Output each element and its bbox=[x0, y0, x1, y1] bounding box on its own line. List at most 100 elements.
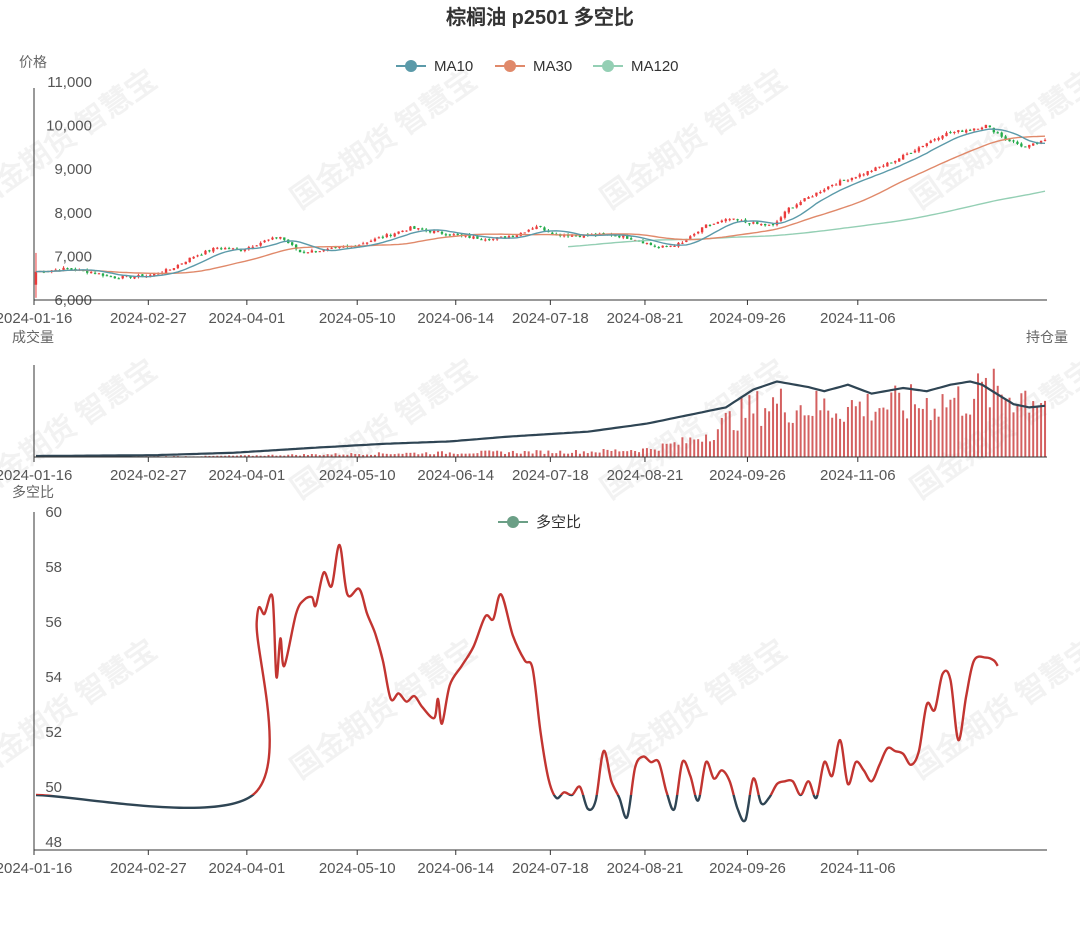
candle-body bbox=[385, 234, 388, 238]
candle-body bbox=[499, 236, 503, 238]
candle-body bbox=[965, 130, 968, 133]
candle-body bbox=[716, 221, 720, 224]
candle-body bbox=[200, 254, 203, 256]
volume-bar bbox=[417, 454, 420, 457]
candle-body bbox=[925, 143, 928, 146]
volume-bar bbox=[728, 411, 731, 457]
y-tick-label: 50 bbox=[45, 779, 62, 796]
legend-ma30-marker bbox=[504, 60, 516, 72]
candle-body bbox=[314, 251, 318, 253]
volume-bar bbox=[649, 448, 652, 457]
candle bbox=[681, 241, 684, 245]
legend-ma120-marker bbox=[602, 60, 614, 72]
candle bbox=[913, 148, 917, 154]
candle-body bbox=[980, 127, 984, 130]
candle-body bbox=[93, 272, 97, 274]
chart-title: 棕榈油 p2501 多空比 bbox=[446, 5, 634, 29]
candle-body bbox=[527, 229, 530, 232]
volume-bar bbox=[775, 403, 778, 457]
candle bbox=[306, 252, 310, 254]
candle bbox=[870, 169, 873, 173]
candle-body bbox=[113, 276, 116, 279]
candle-body bbox=[1020, 143, 1023, 147]
candle bbox=[716, 221, 720, 224]
candle-body bbox=[811, 196, 814, 198]
volume-bar bbox=[338, 454, 341, 457]
candle bbox=[657, 246, 660, 249]
candle bbox=[531, 226, 534, 230]
volume-bar bbox=[468, 453, 471, 457]
candle-body bbox=[188, 257, 191, 263]
volume-bar bbox=[571, 452, 574, 457]
candle-body bbox=[712, 223, 716, 225]
candle-body bbox=[551, 232, 554, 235]
volume-bar bbox=[870, 420, 873, 457]
volume-bar bbox=[1000, 394, 1003, 457]
candle-body bbox=[1012, 140, 1015, 142]
candle-body bbox=[448, 234, 452, 236]
candle-body bbox=[227, 248, 231, 250]
candle-body bbox=[787, 207, 791, 213]
candle bbox=[961, 129, 964, 132]
candle bbox=[929, 139, 932, 144]
candle bbox=[231, 247, 235, 250]
volume-bar bbox=[641, 448, 644, 457]
candle bbox=[661, 245, 664, 248]
volume-bar bbox=[1024, 390, 1027, 457]
x-tick-label: 2024-05-10 bbox=[319, 467, 396, 484]
candle-body bbox=[318, 251, 321, 253]
legend-ma120[interactable]: MA120 bbox=[593, 58, 679, 75]
candle bbox=[1012, 139, 1015, 144]
x-tick-label: 2024-05-10 bbox=[319, 310, 396, 327]
candle-body bbox=[409, 226, 412, 231]
volume-bar bbox=[610, 450, 613, 457]
legend-ma10[interactable]: MA10 bbox=[396, 58, 473, 75]
volume-bar bbox=[409, 452, 412, 457]
candle bbox=[763, 223, 767, 227]
legend-ma10-label: MA10 bbox=[434, 58, 473, 75]
candle-body bbox=[996, 132, 999, 134]
candle bbox=[318, 250, 321, 253]
volume-bar bbox=[827, 410, 830, 457]
ratio-x-ticks: 2024-01-16 2024-02-27 2024-04-01 2024-05-10… bbox=[0, 850, 896, 877]
candle bbox=[184, 261, 187, 265]
candle-body bbox=[760, 224, 763, 226]
candle bbox=[409, 225, 412, 231]
candle-body bbox=[294, 244, 298, 250]
candle-body bbox=[1028, 144, 1031, 148]
candle-body bbox=[602, 233, 605, 235]
volume-bar bbox=[251, 455, 254, 457]
candle-body bbox=[661, 245, 664, 248]
legend-ma30[interactable]: MA30 bbox=[495, 58, 572, 75]
candle-body bbox=[669, 245, 672, 247]
candle bbox=[787, 206, 791, 215]
candle-body bbox=[109, 276, 113, 278]
candle bbox=[921, 145, 925, 148]
candle-body bbox=[310, 250, 314, 253]
volume-bar bbox=[886, 409, 889, 457]
price-axis-label: 价格 bbox=[19, 54, 47, 70]
volume-bar bbox=[464, 453, 467, 457]
volume-bar bbox=[295, 454, 298, 457]
candle-body bbox=[436, 231, 440, 233]
candle-body bbox=[480, 239, 483, 241]
volume-bar bbox=[578, 453, 581, 457]
legend-ratio[interactable]: 多空比 bbox=[498, 514, 581, 531]
candle-body bbox=[874, 167, 877, 171]
candle-body bbox=[220, 248, 223, 250]
x-tick-label: 2024-06-14 bbox=[417, 467, 494, 484]
candle-body bbox=[393, 233, 396, 237]
candle bbox=[97, 272, 101, 275]
volume-bar bbox=[243, 455, 246, 457]
volume-bar bbox=[732, 430, 735, 457]
volume-bar bbox=[902, 410, 905, 457]
candle-body bbox=[724, 219, 727, 222]
volume-bar bbox=[957, 386, 960, 457]
candle bbox=[704, 224, 708, 229]
volume-bar bbox=[594, 452, 597, 457]
candle bbox=[271, 236, 274, 241]
candle-body bbox=[535, 226, 538, 230]
candle bbox=[953, 131, 956, 135]
candle-body bbox=[752, 222, 755, 224]
